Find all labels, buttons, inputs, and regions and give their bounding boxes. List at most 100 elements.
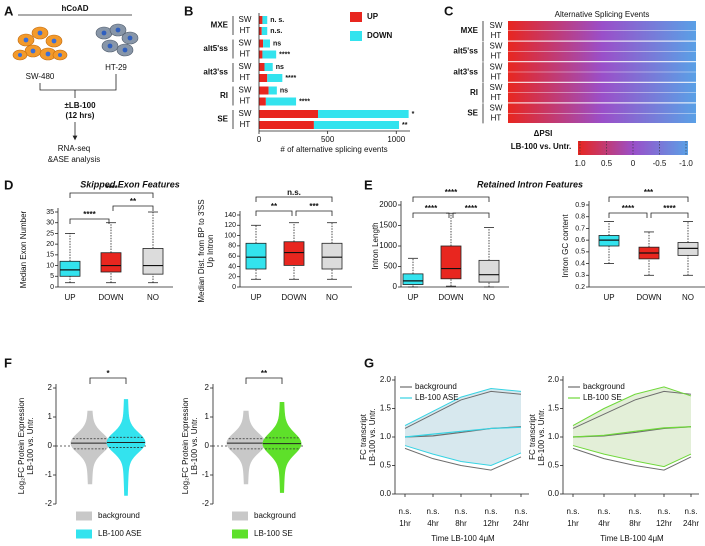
significance-label: n.s. <box>658 507 671 516</box>
y-axis-label: Median Dist. from BP to 3'SS <box>197 199 206 302</box>
y-axis-label: LB-100 vs. Untr. <box>190 417 199 474</box>
box <box>142 248 164 275</box>
x-tick-label: UP <box>407 293 418 302</box>
line-upper <box>404 390 522 429</box>
heatmap-row <box>508 82 696 93</box>
x-tick-label: 8hr <box>455 519 467 528</box>
y-tick-label: 0.0 <box>380 489 392 498</box>
x-axis-label: # of alternative splicing events <box>280 145 387 154</box>
y-tick-label: 0 <box>393 282 398 291</box>
y-tick-label: 1500 <box>379 221 397 230</box>
row-label: SW <box>490 83 503 92</box>
y-tick-label: 0.4 <box>575 260 585 267</box>
y-axis-label: Median Exon Number <box>19 210 28 288</box>
confidence-band <box>405 388 521 466</box>
significance-bracket <box>112 205 154 211</box>
significance-label: n.s. <box>485 507 498 516</box>
box <box>321 242 343 270</box>
bar-segment <box>259 63 265 71</box>
x-tick-label: 24hr <box>683 519 699 528</box>
row-label: SW <box>239 62 252 71</box>
y-tick-label: 60 <box>228 253 236 260</box>
legend-label: UP <box>367 12 379 21</box>
box <box>59 260 81 277</box>
x-tick-label: 1000 <box>387 135 405 144</box>
legend-swatch <box>76 529 92 539</box>
bar-segment <box>259 74 268 82</box>
heatmap-row <box>508 62 696 72</box>
y-tick-label: -2 <box>45 499 53 508</box>
row-label: HT <box>240 50 251 59</box>
y-tick-label: 40 <box>228 263 236 270</box>
y-tick-label: 5 <box>50 273 54 280</box>
legend-label: background <box>415 382 457 391</box>
significance-label: **** <box>279 51 290 58</box>
group-label: MXE <box>211 21 229 30</box>
y-tick-label: 0.7 <box>575 225 585 232</box>
legend-label: background <box>98 511 140 520</box>
ht29-cells <box>95 23 139 57</box>
line-upper <box>404 388 522 427</box>
line-mean <box>572 426 692 438</box>
significance-bracket <box>412 212 450 218</box>
x-tick-label: 4hr <box>598 519 610 528</box>
colorbar-tick-label: 0 <box>631 159 636 168</box>
bar-segment <box>268 86 277 95</box>
heatmap-row <box>508 103 696 113</box>
y-axis-label: Log₂FC Protein Expression <box>181 398 190 494</box>
x-tick-label: 1hr <box>399 519 411 528</box>
row-label: HT <box>240 26 251 35</box>
significance-label: n.s. <box>455 507 468 516</box>
row-label: HT <box>491 114 502 123</box>
y-tick-label: 0.9 <box>575 202 585 209</box>
significance-label: *** <box>309 202 319 211</box>
y-tick-label: 0.5 <box>575 249 585 256</box>
row-label: SW <box>239 109 252 118</box>
y-tick-label: 2 <box>48 383 53 392</box>
significance-label: ** <box>261 369 268 378</box>
row-label: SW <box>490 104 503 113</box>
heatmap-row <box>508 31 696 41</box>
significance-label: ** <box>271 202 278 211</box>
diagram-title: hCoAD <box>61 4 88 13</box>
significance-label: n.s. <box>399 507 412 516</box>
significance-label: n.s. <box>685 507 698 516</box>
y-tick-label: 0.2 <box>575 284 585 291</box>
heatmap-row <box>508 92 696 103</box>
significance-bracket <box>245 377 283 384</box>
row-label: HT <box>240 120 251 129</box>
y-tick-label: 30 <box>46 220 54 227</box>
significance-bracket <box>608 212 648 218</box>
box <box>100 252 122 273</box>
x-tick-label: UP <box>250 293 261 302</box>
y-axis-label: FC transcript <box>528 413 537 460</box>
group-label: alt3'ss <box>453 67 478 76</box>
y-tick-label: 2000 <box>379 200 397 209</box>
analysis-label: &ASE analysis <box>48 155 100 164</box>
significance-label: ns <box>273 40 281 47</box>
y-tick-label: 0 <box>48 441 53 450</box>
panel-label: G <box>364 355 374 370</box>
row-label: SW <box>490 21 503 30</box>
significance-label: n.s. <box>270 28 282 35</box>
violin <box>106 399 146 496</box>
y-axis-label: FC transcript <box>359 413 368 460</box>
x-tick-label: 12hr <box>483 519 499 528</box>
y-tick-label: 1.5 <box>548 404 560 413</box>
y-tick-label: -2 <box>202 499 210 508</box>
significance-label: **** <box>465 204 478 213</box>
x-tick-label: UP <box>64 293 75 302</box>
line-lower <box>404 445 522 467</box>
significance-bracket <box>255 196 333 202</box>
significance-bracket <box>255 210 293 216</box>
significance-label: ** <box>130 197 137 206</box>
y-tick-label: 140 <box>224 212 236 219</box>
bar-segment <box>265 97 297 106</box>
heatmap-row <box>508 72 696 82</box>
significance-label: n.s. <box>287 188 301 197</box>
y-tick-label: 0.6 <box>575 237 585 244</box>
x-axis-label: Time LB-100 4μM <box>600 534 664 543</box>
significance-bracket <box>412 196 490 202</box>
panel-label: E <box>364 177 373 192</box>
merge-lines <box>39 74 117 98</box>
